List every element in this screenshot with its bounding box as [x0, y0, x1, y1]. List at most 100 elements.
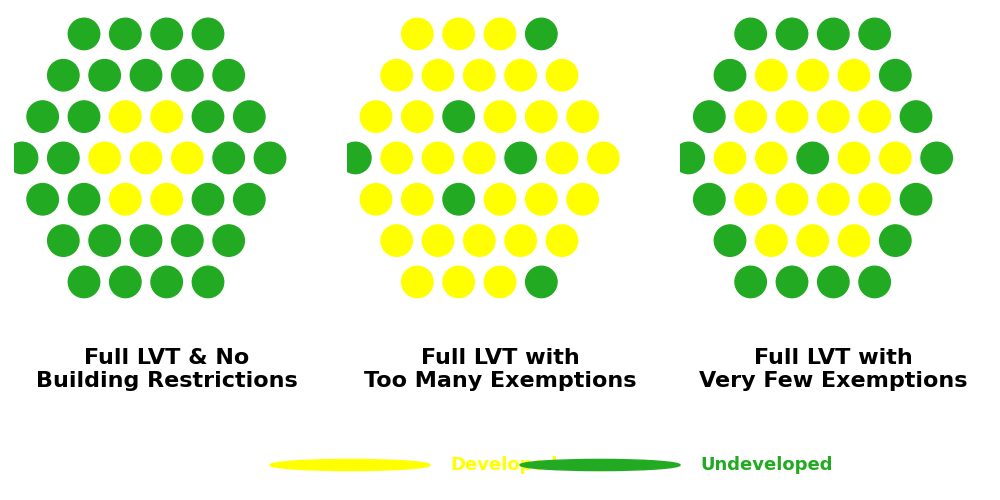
Circle shape	[838, 60, 870, 91]
Text: Undeveloped: Undeveloped	[700, 456, 832, 474]
Circle shape	[172, 60, 203, 91]
Circle shape	[818, 266, 849, 298]
Circle shape	[756, 60, 787, 91]
Circle shape	[797, 225, 828, 256]
Circle shape	[402, 101, 433, 132]
Circle shape	[6, 142, 38, 174]
Circle shape	[859, 184, 890, 215]
Circle shape	[900, 101, 932, 132]
Circle shape	[714, 60, 746, 91]
Circle shape	[735, 266, 766, 298]
Circle shape	[484, 18, 516, 50]
Circle shape	[48, 225, 79, 256]
Circle shape	[520, 460, 680, 470]
Circle shape	[756, 225, 787, 256]
Circle shape	[192, 18, 224, 50]
Circle shape	[402, 18, 433, 50]
Circle shape	[735, 18, 766, 50]
Circle shape	[900, 184, 932, 215]
Circle shape	[673, 142, 704, 174]
Circle shape	[130, 225, 162, 256]
Circle shape	[213, 60, 244, 91]
Circle shape	[68, 184, 100, 215]
Circle shape	[921, 142, 952, 174]
Circle shape	[464, 142, 495, 174]
Circle shape	[838, 142, 870, 174]
Circle shape	[443, 184, 474, 215]
Circle shape	[89, 225, 120, 256]
Circle shape	[484, 266, 516, 298]
Circle shape	[443, 101, 474, 132]
Circle shape	[68, 18, 100, 50]
Circle shape	[818, 184, 849, 215]
Circle shape	[567, 184, 598, 215]
Circle shape	[130, 142, 162, 174]
Circle shape	[797, 60, 828, 91]
Circle shape	[776, 18, 808, 50]
Circle shape	[381, 60, 412, 91]
Text: Full LVT with
Very Few Exemptions: Full LVT with Very Few Exemptions	[699, 348, 968, 391]
Circle shape	[776, 266, 808, 298]
Circle shape	[505, 225, 536, 256]
Circle shape	[402, 266, 433, 298]
Circle shape	[89, 60, 120, 91]
Circle shape	[27, 184, 58, 215]
Circle shape	[797, 142, 828, 174]
Circle shape	[422, 142, 454, 174]
Circle shape	[422, 225, 454, 256]
Circle shape	[694, 101, 725, 132]
Circle shape	[360, 101, 392, 132]
Text: Full LVT & No
Building Restrictions: Full LVT & No Building Restrictions	[36, 348, 298, 391]
Circle shape	[735, 101, 766, 132]
Circle shape	[192, 101, 224, 132]
Circle shape	[381, 225, 412, 256]
Circle shape	[151, 101, 182, 132]
Circle shape	[484, 184, 516, 215]
Circle shape	[48, 142, 79, 174]
Circle shape	[526, 266, 557, 298]
Circle shape	[151, 184, 182, 215]
Circle shape	[234, 184, 265, 215]
Circle shape	[151, 266, 182, 298]
Circle shape	[880, 142, 911, 174]
Text: Full LVT with
Too Many Exemptions: Full LVT with Too Many Exemptions	[364, 348, 636, 391]
Circle shape	[443, 266, 474, 298]
Circle shape	[818, 101, 849, 132]
Circle shape	[776, 184, 808, 215]
Circle shape	[588, 142, 619, 174]
Circle shape	[526, 18, 557, 50]
Circle shape	[172, 142, 203, 174]
Circle shape	[694, 184, 725, 215]
Circle shape	[110, 266, 141, 298]
Circle shape	[68, 266, 100, 298]
Circle shape	[130, 60, 162, 91]
Circle shape	[484, 101, 516, 132]
Circle shape	[526, 101, 557, 132]
Circle shape	[270, 460, 430, 470]
Circle shape	[567, 101, 598, 132]
Circle shape	[505, 60, 536, 91]
Circle shape	[110, 18, 141, 50]
Circle shape	[505, 142, 536, 174]
Circle shape	[213, 225, 244, 256]
Circle shape	[464, 60, 495, 91]
Circle shape	[234, 101, 265, 132]
Circle shape	[880, 60, 911, 91]
Circle shape	[859, 266, 890, 298]
Circle shape	[213, 142, 244, 174]
Circle shape	[443, 18, 474, 50]
Circle shape	[818, 18, 849, 50]
Circle shape	[546, 142, 578, 174]
Circle shape	[360, 184, 392, 215]
Circle shape	[735, 184, 766, 215]
Circle shape	[464, 225, 495, 256]
Circle shape	[402, 184, 433, 215]
Circle shape	[192, 184, 224, 215]
Circle shape	[110, 184, 141, 215]
Circle shape	[422, 60, 454, 91]
Circle shape	[110, 101, 141, 132]
Circle shape	[172, 225, 203, 256]
Circle shape	[546, 225, 578, 256]
Circle shape	[48, 60, 79, 91]
Circle shape	[381, 142, 412, 174]
